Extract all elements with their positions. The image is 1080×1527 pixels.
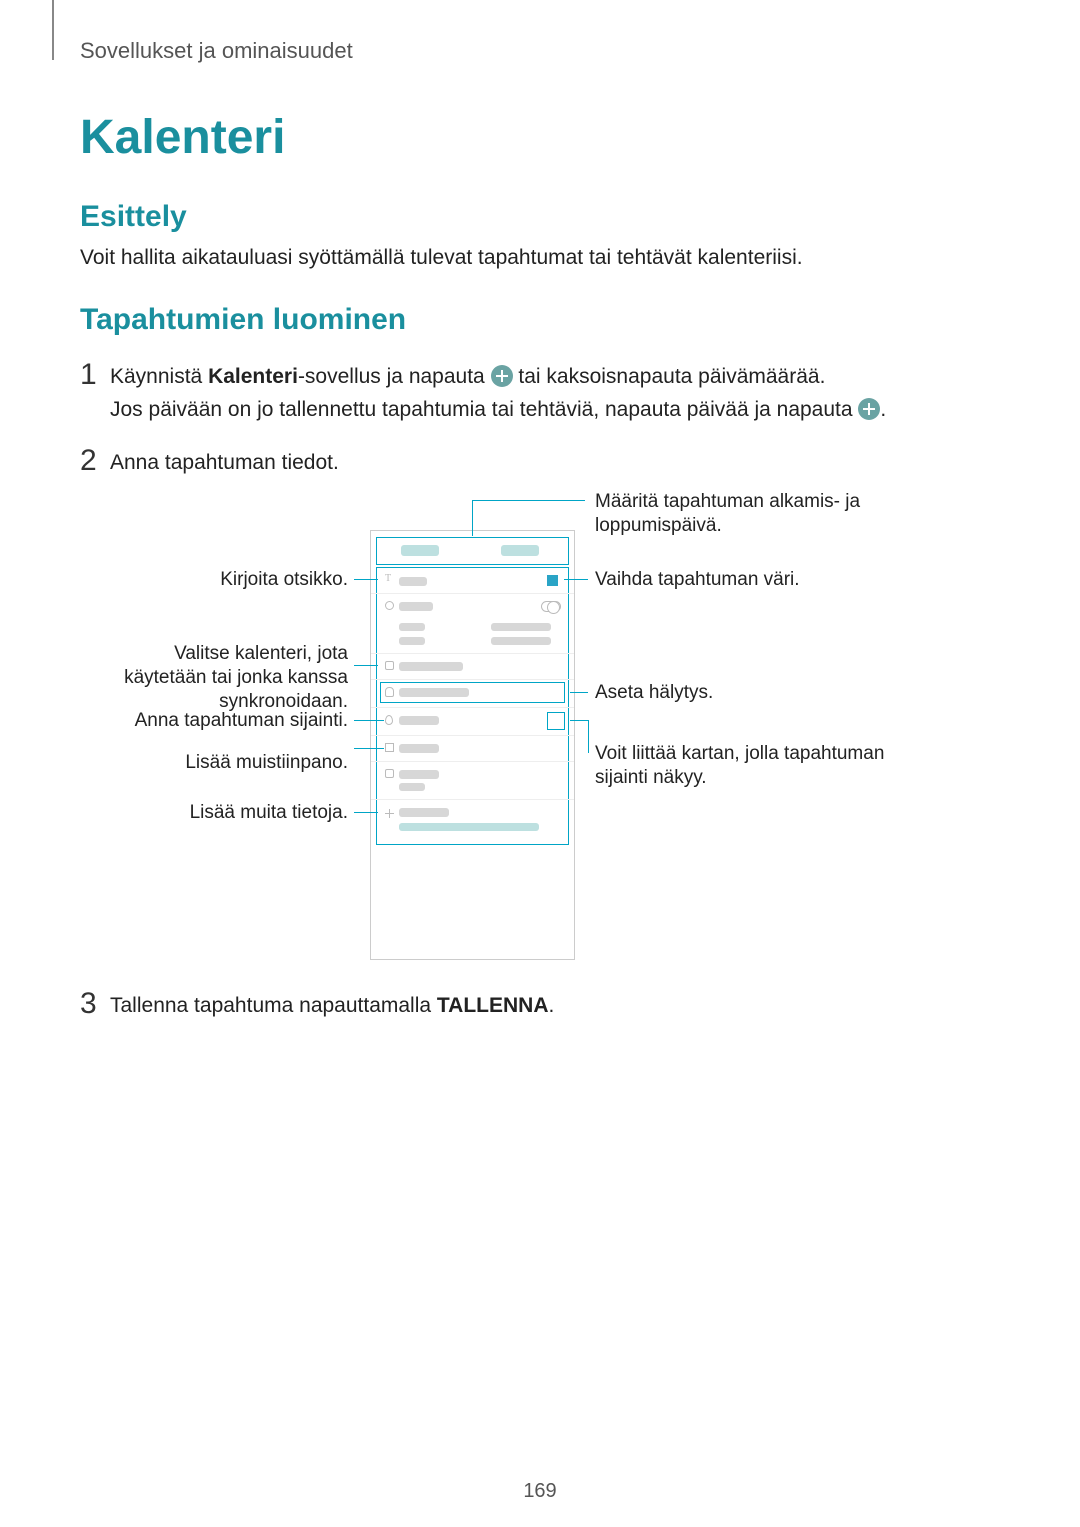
allday-icon [385,601,394,610]
blur-location [399,716,439,725]
calendar-icon [385,661,394,670]
blur-repeat2 [399,783,425,791]
step-1-line2: Jos päivään on jo tallennettu tapahtumia… [110,398,1010,422]
callout-alarm: Aseta hälytys. [595,682,895,704]
page-side-rule [52,0,54,60]
divider [371,799,574,800]
more-plus-icon [385,809,394,818]
callout-dates: Määritä tapahtuman alkamis- ja loppumisp… [595,490,895,538]
blur-memo [399,744,439,753]
step-3-tc: . [549,994,555,1017]
callout-memo: Lisää muistiinpano. [108,752,348,774]
leader-date-h [472,500,585,501]
divider [371,653,574,654]
leader-title [354,579,378,580]
leader-map [570,720,588,721]
blur-start-value [491,623,551,631]
divider [371,707,574,708]
blur-repeat [399,770,439,779]
divider [371,761,574,762]
blur-start-btn [401,545,439,556]
blur-calendar [399,662,463,671]
phone-mock: T [370,530,575,960]
divider [371,679,574,680]
leader-color [564,579,588,580]
color-square [547,575,558,586]
step-1-appname: Kalenteri [208,365,298,388]
step-1-t1d: tai kaksoisnapauta päivämäärää. [513,365,826,388]
plus-in-circle-icon [858,398,880,420]
leader-calendar [354,665,378,666]
callout-title-input: Kirjoita otsikko. [108,569,348,591]
leader-alarm [570,692,588,693]
location-icon [385,715,393,725]
leader-map-v [588,720,589,752]
step-3-ta: Tallenna tapahtuma napauttamalla [110,994,437,1017]
repeat-icon [385,769,394,778]
highlight-alarm-row [380,682,565,703]
title-field-icon: T [385,573,391,584]
step-3-save-label: TALLENNA [437,994,549,1017]
blur-more [399,808,449,817]
heading-create-events: Tapahtumien luominen [80,303,406,337]
step-1-t1a: Käynnistä [110,365,208,388]
section-header: Sovellukset ja ominaisuudet [80,38,353,64]
leader-date-v [472,500,473,536]
leader-more [354,812,378,813]
step-1-t1c: -sovellus ja napauta [298,365,491,388]
step-1-line1: Käynnistä Kalenteri-sovellus ja napauta … [110,365,1010,389]
step-3-text: Tallenna tapahtuma napauttamalla TALLENN… [110,994,554,1018]
memo-icon [385,743,394,752]
blur-title [399,577,427,586]
blur-timezone [399,823,539,831]
callout-calendar-choice: Valitse kalenteri, jota käytetään tai jo… [108,642,348,713]
allday-toggle [541,601,561,612]
leader-location [354,720,384,721]
highlight-map-attach [547,712,565,730]
divider [371,735,574,736]
blur-allday [399,602,433,611]
page-number: 169 [0,1480,1080,1503]
blur-end-label [399,637,425,645]
blur-end-value [491,637,551,645]
event-editor-diagram: T [0,490,1080,960]
step-1-number: 1 [80,358,97,392]
callout-color: Vaihda tapahtuman väri. [595,569,895,591]
callout-more: Lisää muita tietoja. [108,802,348,824]
intro-body: Voit hallita aikatauluasi syöttämällä tu… [80,246,803,270]
divider [371,593,574,594]
step-3-number: 3 [80,987,97,1021]
step-1-t2b: . [880,398,886,421]
leader-memo [354,748,384,749]
blur-start-label [399,623,425,631]
callout-map: Voit liittää kartan, jolla tapahtuman si… [595,742,895,790]
plus-in-circle-icon [491,365,513,387]
page-title: Kalenteri [80,110,285,165]
callout-location: Anna tapahtuman sijainti. [108,710,348,732]
heading-intro: Esittely [80,200,187,234]
step-2-text: Anna tapahtuman tiedot. [110,451,339,475]
step-2-number: 2 [80,444,97,478]
leader-map-stub [588,752,589,753]
blur-end-btn [501,545,539,556]
step-1-t2a: Jos päivään on jo tallennettu tapahtumia… [110,398,858,421]
